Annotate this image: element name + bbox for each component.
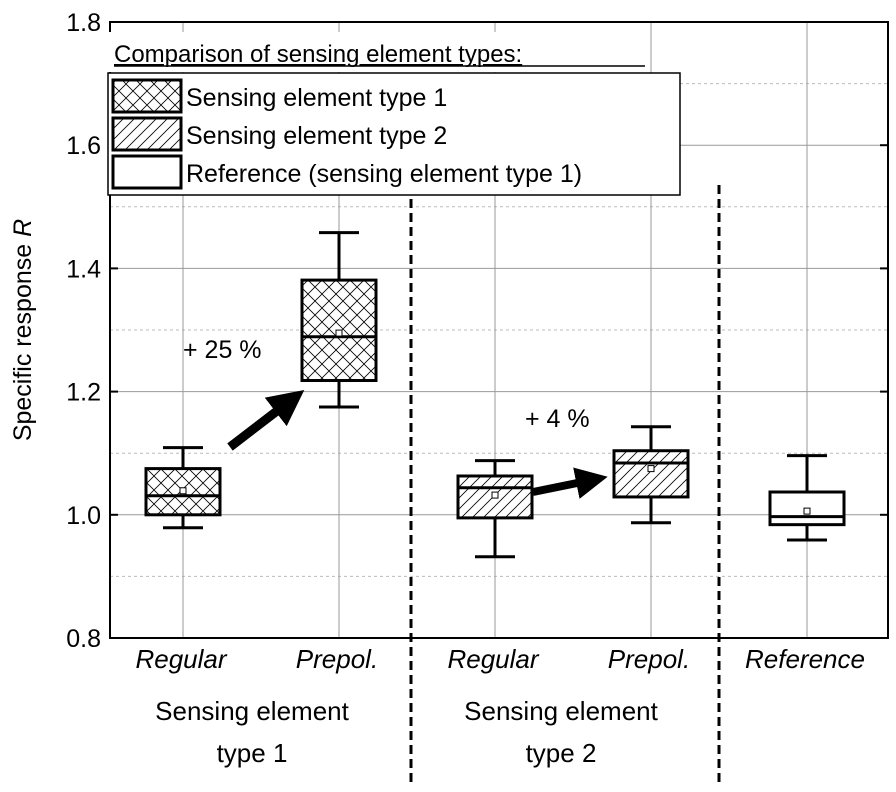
xtick-label: Reference (745, 644, 865, 674)
plot-frame (109, 21, 889, 639)
annotation-4-percent: + 4 % (525, 405, 590, 433)
legend-swatch-diagonal (111, 116, 183, 152)
legend-title: Comparison of sensing element types: (114, 41, 522, 68)
xtick-label: Prepol. (296, 644, 378, 674)
box-1 (300, 231, 378, 409)
annotation-25-percent: + 25 % (183, 336, 262, 364)
mean-marker (491, 491, 499, 499)
group-label-line2: type 1 (217, 738, 288, 768)
axes: 0.8 1.0 1.2 1.4 1.6 1.8 Specific response R Reg… (9, 9, 889, 785)
box-4 (768, 454, 846, 542)
group-label-line1: Sensing element (464, 696, 658, 726)
legend-swatch-crosshatch (111, 78, 183, 114)
ytick-label: 1.4 (66, 255, 101, 283)
mean-marker (335, 329, 343, 337)
legend-entry-label: Sensing element type 1 (186, 84, 447, 112)
y-axis-label-text: Specific response (9, 237, 37, 441)
ytick-label: 1.6 (66, 132, 101, 160)
box-0 (144, 446, 222, 530)
box-3 (612, 425, 690, 525)
legend: Comparison of sensing element types: Sens… (107, 32, 681, 196)
box-iqr (612, 449, 690, 499)
ytick-label: 1.8 (66, 9, 101, 37)
boxes (144, 231, 846, 559)
mean-marker (647, 465, 655, 473)
xtick-label: Prepol. (608, 644, 690, 674)
group-label-line1: Sensing element (155, 696, 349, 726)
mean-marker (179, 487, 187, 495)
legend-entry-label: Sensing element type 2 (186, 122, 447, 150)
ytick-label: 1.0 (66, 502, 101, 530)
arrow-type2 (532, 467, 608, 499)
box-iqr (144, 467, 222, 517)
mean-marker (803, 507, 811, 515)
group-label-line2: type 2 (526, 738, 597, 768)
y-axis-label-symbol: R (9, 219, 37, 237)
annotations: + 25 % + 4 % (183, 336, 608, 499)
legend-swatch-none (111, 154, 183, 190)
y-axis-label: Specific response R (9, 219, 37, 441)
xtick-label: Regular (447, 644, 539, 674)
legend-entry-label: Reference (sensing element type 1) (186, 160, 582, 188)
xtick-label: Regular (135, 644, 227, 674)
arrow-type1 (227, 390, 305, 451)
box-2 (456, 459, 534, 559)
ytick-label: 1.2 (66, 379, 101, 407)
legend-box (107, 72, 681, 196)
ytick-label: 0.8 (66, 625, 101, 653)
